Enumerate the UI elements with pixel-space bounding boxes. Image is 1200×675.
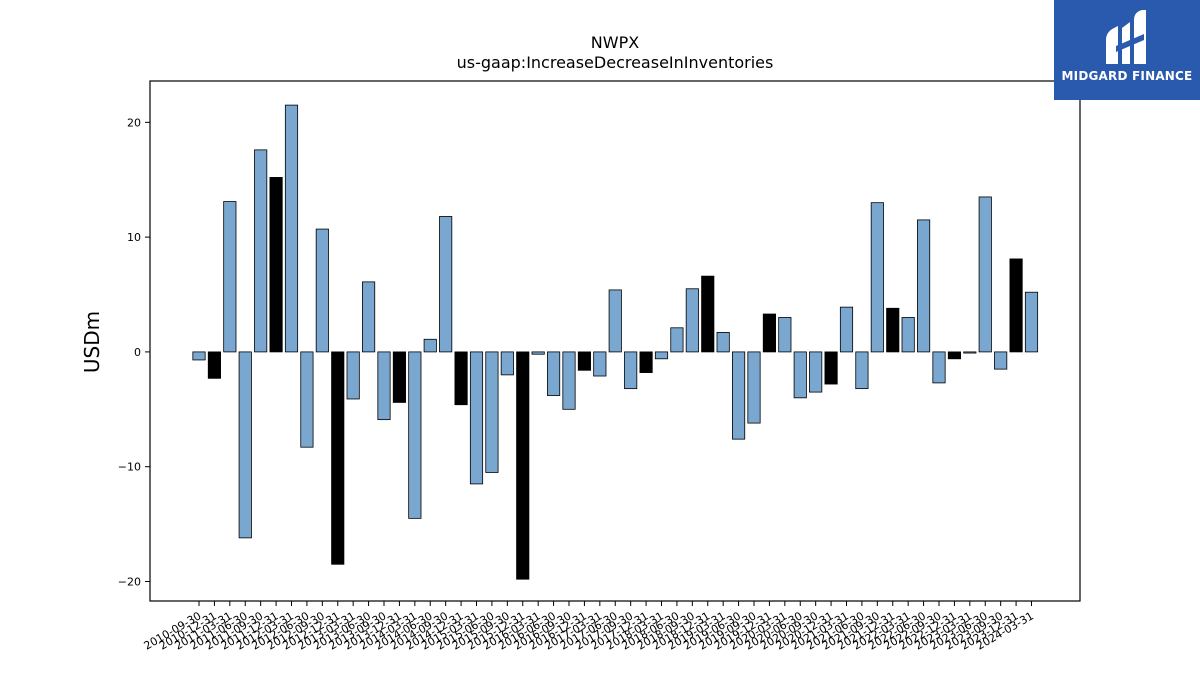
- bar-2013-12-31: [392, 351, 406, 403]
- bar-2019-12-31: [762, 313, 776, 353]
- bar-2012-06-30: [300, 351, 314, 448]
- bar-2015-03-31: [469, 351, 484, 485]
- midgard-finance-logo: MIDGARD FINANCE: [1054, 0, 1200, 100]
- bar-2019-03-31: [716, 331, 730, 353]
- bar-2022-12-31: [947, 351, 961, 360]
- bar-2021-03-31: [839, 306, 854, 353]
- bar-2019-06-30: [732, 351, 746, 440]
- bar-2011-06-30: [238, 351, 252, 539]
- y-tick-label: 0: [134, 346, 141, 359]
- chart-subtitle: us-gaap:IncreaseDecreaseInInventories: [457, 53, 774, 72]
- bar-2021-12-31: [886, 307, 900, 353]
- bar-2012-09-30: [315, 228, 329, 353]
- bar-2017-06-30: [608, 289, 622, 353]
- bar-2020-06-30: [793, 351, 807, 399]
- midgard-logo-icon: [1106, 10, 1146, 64]
- bar-2017-03-31: [593, 351, 607, 377]
- y-tick-label: 10: [127, 231, 141, 244]
- bar-2020-03-31: [778, 317, 792, 353]
- bar-2023-03-31: [963, 351, 977, 354]
- bar-2018-03-31: [654, 351, 669, 360]
- bar-series: [192, 104, 1039, 580]
- bar-2018-12-31: [701, 275, 715, 353]
- bar-2024-03-31: [1024, 291, 1039, 353]
- y-axis-label: USDm: [80, 311, 104, 373]
- bar-2013-03-31: [346, 351, 360, 400]
- bar-2021-09-30: [870, 202, 884, 353]
- y-axis: −20 −10 0 10 20: [118, 116, 150, 588]
- bar-2020-12-31: [824, 351, 838, 385]
- bar-2015-06-30: [485, 351, 499, 473]
- bar-2012-12-31: [331, 351, 345, 565]
- y-tick-label: 20: [127, 116, 141, 129]
- bar-2023-12-31: [1009, 258, 1023, 353]
- bar-2023-09-30: [994, 351, 1008, 370]
- bar-2010-12-31: [207, 351, 221, 379]
- y-tick-label: −20: [118, 575, 141, 588]
- logo-brand-text: MIDGARD FINANCE: [1061, 69, 1193, 83]
- bar-2014-12-31: [454, 351, 468, 406]
- bar-2016-06-30: [547, 351, 561, 396]
- x-axis: 2010-09-302010-12-312011-03-312011-06-30…: [142, 601, 1036, 653]
- bar-2015-12-31: [516, 351, 530, 580]
- chart-title: NWPX: [591, 33, 639, 52]
- bar-2021-06-30: [855, 351, 869, 390]
- plot-frame: [149, 80, 1081, 602]
- bar-2011-12-31: [269, 177, 283, 353]
- bar-2015-09-30: [500, 351, 514, 376]
- bar-2013-06-30: [362, 281, 376, 353]
- bar-2023-06-30: [978, 196, 992, 353]
- bar-2022-06-30: [917, 219, 931, 353]
- bar-2016-12-31: [577, 351, 591, 371]
- bar-2018-06-30: [670, 327, 684, 353]
- bar-2018-09-30: [685, 288, 699, 353]
- y-tick-label: −10: [118, 461, 141, 474]
- bar-2022-09-30: [932, 351, 946, 384]
- bar-2014-03-31: [408, 351, 422, 519]
- bar-2017-12-31: [639, 351, 653, 373]
- bar-2012-03-31: [284, 104, 299, 353]
- bar-2014-09-30: [439, 216, 453, 353]
- bar-2011-03-31: [223, 201, 237, 353]
- bar-2014-06-30: [423, 338, 437, 353]
- bar-2017-09-30: [624, 351, 638, 390]
- bar-2010-09-30: [192, 351, 206, 361]
- bar-2020-09-30: [809, 351, 823, 393]
- bar-2013-09-30: [377, 351, 391, 421]
- bar-2016-03-31: [531, 351, 545, 355]
- bar-2011-09-30: [254, 149, 268, 353]
- bar-2019-09-30: [747, 351, 761, 424]
- bar-2022-03-31: [901, 317, 915, 353]
- bar-2016-09-30: [562, 351, 576, 410]
